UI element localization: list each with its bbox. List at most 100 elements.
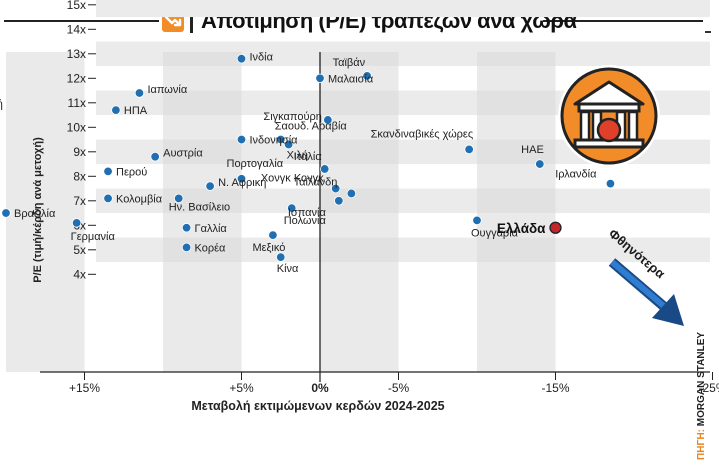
data-point xyxy=(236,174,247,184)
x-tick-label: -5% xyxy=(388,381,410,395)
point-label: Ινδία xyxy=(250,52,274,64)
data-point xyxy=(331,183,341,194)
point-label: Ν. Αφρική xyxy=(218,177,266,189)
data-points xyxy=(1,54,616,262)
band-row xyxy=(96,0,710,18)
point-label: Αργεντινή xyxy=(0,99,3,111)
point-label: Σκανδιναβικές χώρες xyxy=(371,128,474,140)
title-rule-right xyxy=(543,20,703,22)
source-label: ΠΗΓΗ: xyxy=(696,428,707,460)
point-label: Αυστρία xyxy=(163,148,203,160)
point-label: Γαλλία xyxy=(195,223,228,235)
axes-group: 4x5x6x7x8x9x10x11x12x13x14x15x16x17x-25%… xyxy=(32,0,719,413)
band-column xyxy=(6,52,85,372)
data-point xyxy=(287,203,297,213)
data-point xyxy=(236,54,247,64)
title-separator xyxy=(190,9,193,33)
data-point xyxy=(103,166,113,177)
data-point xyxy=(134,88,145,98)
band-column xyxy=(163,52,242,372)
cheaper-arrow-head xyxy=(652,294,684,326)
point-label: ΗΑΕ xyxy=(521,144,544,156)
point-label: Ιαπωνία xyxy=(147,84,187,96)
y-axis-title: P/E (τιμή/κέρδη ανά μετοχή) xyxy=(32,137,44,283)
source-name: MORGAN STANLEY xyxy=(696,331,707,427)
data-point xyxy=(111,105,121,115)
data-point xyxy=(276,252,286,262)
y-tick-label: 5x xyxy=(73,243,86,257)
data-point xyxy=(283,139,294,150)
x-tick-label: 0% xyxy=(311,381,329,395)
point-label: Γερμανία xyxy=(71,231,116,243)
band-column xyxy=(320,52,399,372)
data-point xyxy=(346,188,357,199)
point-labels: ΑυστραλίαΤαϊβάνΜαλαισίαΙνδίαΙαπωνίαΗΠΑΑρ… xyxy=(0,52,597,275)
data-point xyxy=(323,115,333,125)
point-label: Βραζιλία xyxy=(14,208,56,220)
y-tick-label: 4x xyxy=(73,267,86,281)
data-point xyxy=(236,134,247,145)
point-label-greece: Ελλάδα xyxy=(497,221,546,236)
cheaper-arrow-highlight xyxy=(610,259,668,311)
point-label: Ουγγαρία xyxy=(471,227,519,239)
point-label: Χιλή xyxy=(287,149,308,161)
chart-extras: Φθηνότερα xyxy=(558,65,684,326)
bank-icon-column xyxy=(579,110,591,142)
data-point xyxy=(71,218,82,228)
data-point xyxy=(464,144,474,155)
y-tick-label: 15x xyxy=(67,0,86,12)
bank-icon-coin xyxy=(596,117,622,143)
data-point xyxy=(605,178,616,189)
data-point xyxy=(320,164,330,174)
x-tick-label: +15% xyxy=(69,381,100,395)
point-label: Κίνα xyxy=(277,263,299,275)
y-tick-label: 14x xyxy=(67,22,86,36)
point-label: Ισπανία xyxy=(288,207,327,219)
point-label: Περού xyxy=(116,166,147,178)
source-credit: ΠΗΓΗ: MORGAN STANLEY xyxy=(696,332,707,460)
point-label: ΗΠΑ xyxy=(124,105,148,117)
y-tick-label: 8x xyxy=(73,169,86,183)
data-point xyxy=(472,215,482,226)
point-label: Σιγκαπούρη xyxy=(263,111,321,123)
point-label: Μεξικό xyxy=(252,242,285,254)
data-point xyxy=(181,223,192,233)
data-point xyxy=(205,181,215,191)
y-tick-label: 13x xyxy=(67,47,86,61)
data-point xyxy=(276,134,286,145)
data-point xyxy=(334,196,344,206)
data-point xyxy=(103,193,113,204)
data-point xyxy=(535,159,545,169)
point-label: Χονγκ Κονγκ xyxy=(261,173,324,185)
x-tick-label: +5% xyxy=(229,381,254,395)
point-label: Σαουδ. Αραβία xyxy=(275,121,348,133)
title-rule-left xyxy=(4,20,159,22)
bank-icon-beam xyxy=(577,102,641,113)
data-point xyxy=(181,242,192,253)
point-label: Πορτογαλία xyxy=(227,158,284,170)
point-label: Μαλαισία xyxy=(328,73,374,85)
y-tick-label: 7x xyxy=(73,194,86,208)
point-label: Ιταλία xyxy=(294,151,323,163)
data-point xyxy=(315,73,325,84)
point-label: Ταϊλάνδη xyxy=(294,176,338,188)
corner-mark xyxy=(705,31,711,33)
point-label: Κορέα xyxy=(195,242,226,254)
x-tick-label: -15% xyxy=(541,381,569,395)
bank-icon-column xyxy=(627,110,639,142)
data-point xyxy=(1,208,11,218)
point-label: Κολομβία xyxy=(116,193,163,205)
data-point xyxy=(362,71,372,81)
band-column xyxy=(477,52,556,372)
data-point-greece xyxy=(549,221,562,234)
y-tick-label: 12x xyxy=(67,71,86,85)
point-label: Ταϊβάν xyxy=(333,57,366,69)
data-point xyxy=(173,193,184,204)
vertical-bands xyxy=(6,52,556,372)
point-label: Ην. Βασίλειο xyxy=(169,201,230,213)
x-tick-label: -25% xyxy=(698,381,719,395)
bank-icon xyxy=(558,65,660,167)
x-axis-title: Μεταβολή εκτιμώμενων κερδών 2024-2025 xyxy=(191,399,444,413)
data-point xyxy=(268,230,278,240)
